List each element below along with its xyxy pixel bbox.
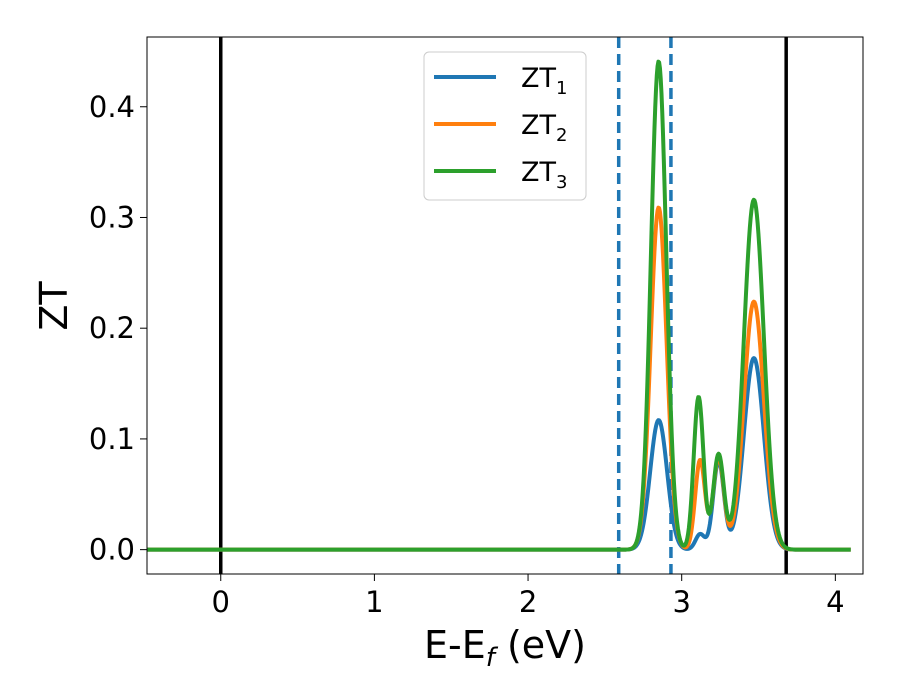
legend: ZT1 ZT2 ZT3 <box>423 51 587 201</box>
y-tick-label: 0.2 <box>89 311 135 345</box>
x-tick-label: 4 <box>826 585 844 619</box>
series-group <box>145 59 852 552</box>
y-tick-label: 0.4 <box>89 90 135 124</box>
x-axis-ticks: 0 1 2 3 4 <box>212 574 845 619</box>
legend-label-1: ZT1 <box>521 63 567 99</box>
legend-label-2: ZT2 <box>521 110 567 146</box>
y-axis-label: ZT <box>32 281 76 331</box>
x-axis-label-unit: (eV) <box>495 623 586 667</box>
x-tick-label: 0 <box>212 585 230 619</box>
y-tick-label: 0.1 <box>89 422 135 456</box>
y-tick-label: 0.3 <box>89 200 135 234</box>
x-tick-label: 3 <box>672 585 690 619</box>
reference-lines <box>219 37 788 574</box>
x-tick-label: 1 <box>365 585 383 619</box>
series-line-3 <box>145 59 852 552</box>
legend-box <box>423 51 587 201</box>
y-tick-label: 0.0 <box>89 533 135 567</box>
y-axis-ticks: 0.0 0.1 0.2 0.3 0.4 <box>89 90 147 567</box>
x-tick-label: 2 <box>519 585 537 619</box>
plot-frame <box>146 36 864 575</box>
x-axis-label: E-Ef (eV) <box>424 623 586 673</box>
x-axis-label-main: E-E <box>424 623 486 667</box>
legend-label-3: ZT3 <box>521 157 567 193</box>
